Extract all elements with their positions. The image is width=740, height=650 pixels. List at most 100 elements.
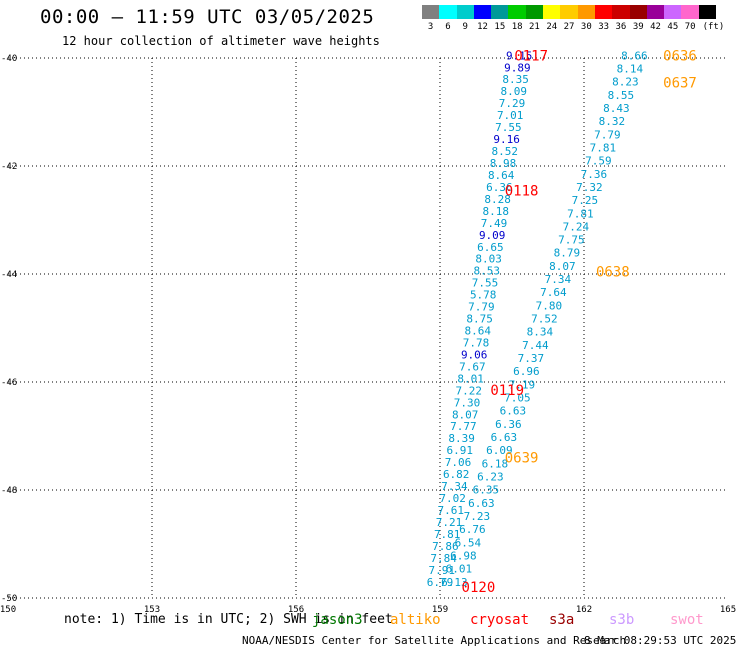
- lon-tick-label: 162: [576, 605, 592, 615]
- wave-height-value: 8.23: [612, 76, 639, 89]
- colorbar-swatch: [491, 5, 509, 19]
- wave-height-value: 8.28: [484, 193, 511, 206]
- wave-height-value: 7.67: [459, 360, 486, 373]
- wave-height-value: 6.01: [446, 563, 473, 576]
- colorbar-label: 24: [546, 22, 558, 32]
- wave-height-value: 8.98: [490, 157, 517, 170]
- wave-height-value: 7.21: [436, 516, 463, 529]
- wave-height-value: 7.36: [581, 168, 608, 181]
- wave-height-value: 7.19: [509, 378, 536, 391]
- wave-height-tracks: 9.159.898.358.097.297.017.559.168.528.98…: [427, 49, 648, 589]
- wave-height-value: 7.32: [576, 181, 603, 194]
- wave-height-value: 7.55: [472, 277, 499, 290]
- wave-height-value: 8.79: [554, 247, 581, 260]
- colorbar-label: 45: [667, 22, 679, 32]
- wave-height-value: 8.18: [483, 205, 510, 218]
- wave-height-value: 8.43: [603, 102, 630, 115]
- lat-tick-label: -40: [1, 54, 17, 64]
- lon-tick-label: 159: [432, 605, 448, 615]
- pass-time-label: 0639: [505, 451, 539, 467]
- wave-height-value: 7.29: [499, 97, 526, 110]
- legend-item-swot: swot: [670, 612, 704, 628]
- wave-height-value: 6.65: [477, 241, 504, 254]
- colorbar-swatch: [439, 5, 457, 19]
- colorbar-label: 70: [684, 22, 696, 32]
- legend-item-altiko: altiko: [390, 612, 441, 628]
- wave-height-value: 9.09: [479, 229, 506, 242]
- lon-tick-label: 156: [288, 605, 304, 615]
- wave-height-value: 6.79: [427, 576, 454, 589]
- note-text: note: 1) Time is in UTC; 2) SWH is in fe…: [64, 612, 393, 627]
- wave-height-value: 6.96: [513, 365, 540, 378]
- wave-height-value: 7.01: [497, 109, 524, 122]
- map-grid: [8, 57, 728, 599]
- wave-height-value: 7.24: [563, 220, 590, 233]
- colorbar-swatch: [422, 5, 440, 19]
- colorbar-label: 42: [650, 22, 661, 32]
- wave-height-value: 7.59: [585, 155, 612, 168]
- wave-height-value: 7.81: [590, 141, 617, 154]
- wave-height-value: 7.64: [540, 286, 567, 299]
- wave-height-value: 6.18: [482, 457, 509, 470]
- wave-height-value: 5.78: [470, 289, 497, 302]
- wave-height-value: 7.86: [432, 540, 459, 553]
- wave-height-value: 6.35: [473, 484, 500, 497]
- wave-height-value: 7.81: [434, 528, 461, 541]
- wave-height-value: 6.63: [468, 497, 495, 510]
- colorbar-label: 30: [580, 22, 592, 32]
- pass-time-label: 0119: [490, 383, 524, 399]
- wave-height-value: 6.63: [491, 431, 518, 444]
- wave-height-value: 7.84: [430, 552, 457, 565]
- wave-height-value: 8.75: [466, 313, 493, 326]
- wave-height-value: 7.44: [522, 339, 549, 352]
- colorbar-label: 18: [511, 22, 523, 32]
- colorbar-swatch: [612, 5, 630, 19]
- wave-height-value: 9.16: [493, 133, 520, 146]
- wave-height-value: 7.49: [481, 217, 508, 230]
- wave-height-value: 8.64: [488, 169, 515, 182]
- wave-height-value: 7.77: [450, 420, 477, 433]
- pass-time-label: 0636: [663, 48, 697, 64]
- wave-height-value: 7.79: [468, 301, 495, 314]
- lon-tick-label: 165: [720, 605, 736, 615]
- wave-height-value: 7.25: [572, 194, 599, 207]
- wave-height-value: 6.76: [459, 523, 486, 536]
- colorbar-label: 39: [632, 22, 644, 32]
- legend-item-s3a: s3a: [549, 612, 575, 628]
- wave-height-value: 7.55: [495, 121, 522, 134]
- wave-height-value: 7.22: [456, 384, 483, 397]
- wave-height-value: 6.09: [486, 444, 513, 457]
- wave-height-value: 7.81: [567, 207, 594, 220]
- wave-height-value: 8.07: [549, 260, 576, 273]
- wave-height-value: 7.34: [545, 273, 572, 286]
- wave-height-value: 6.13: [441, 576, 468, 589]
- colorbar-swatch: [560, 5, 578, 19]
- colorbar-label: 36: [615, 22, 627, 32]
- wave-height-value: 6.54: [455, 536, 482, 549]
- axis-labels: 150 153 156 159 162 165 -40 -42 -44 -46 -48 -50: [0, 54, 736, 615]
- colorbar-swatch: [594, 5, 613, 19]
- wave-height-colorbar: [422, 5, 717, 19]
- wave-height-value: 8.52: [492, 145, 519, 158]
- wave-height-value: 7.61: [438, 504, 465, 517]
- colorbar-swatch: [577, 5, 595, 19]
- colorbar-swatch: [629, 5, 647, 19]
- wave-height-value: 8.34: [527, 326, 554, 339]
- wave-height-value: 8.32: [599, 115, 626, 128]
- pass-labels: 0117 0636 0637 0118 0638 0119 0639 0120: [462, 48, 697, 596]
- wave-height-value: 8.64: [465, 325, 492, 338]
- wave-height-value: 6.98: [450, 549, 477, 562]
- wave-height-value: 6.91: [447, 444, 474, 457]
- colorbar-swatch: [664, 5, 682, 19]
- wave-height-value: 8.03: [475, 253, 502, 266]
- colorbar-label: 21: [529, 22, 540, 32]
- wave-height-value: 9.06: [461, 348, 488, 361]
- wave-height-value: 7.02: [439, 492, 466, 505]
- pass-time-label: 0637: [663, 75, 697, 91]
- legend-item-s3b: s3b: [609, 612, 635, 628]
- colorbar-swatch: [646, 5, 665, 19]
- lat-tick-label: -42: [1, 162, 17, 172]
- wave-height-value: 7.23: [464, 510, 491, 523]
- colorbar-swatch: [681, 5, 699, 19]
